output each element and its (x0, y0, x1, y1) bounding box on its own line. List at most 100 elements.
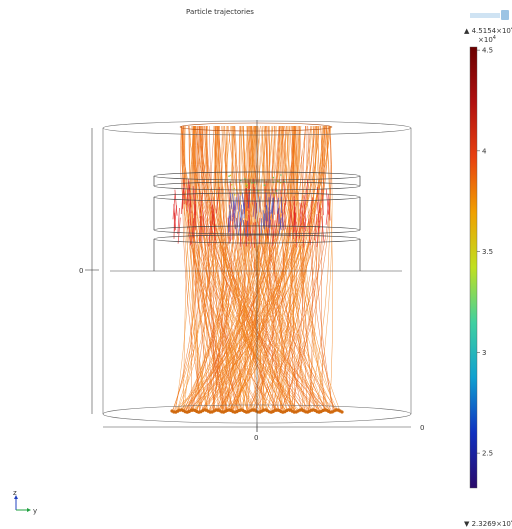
trajectory-strand-hot (177, 207, 180, 235)
trajectory-strand-hot (295, 221, 298, 248)
trajectory-strand-core (252, 200, 256, 217)
trajectory-speck (231, 184, 233, 186)
trajectory-strand-hot (264, 181, 267, 208)
trajectory-strand-core (228, 216, 230, 233)
trajectory-strand (171, 125, 224, 413)
trajectory-strand (251, 125, 333, 413)
trajectory-strand (262, 125, 288, 413)
trajectory-strand-hot (321, 216, 325, 243)
trajectory-speck (244, 178, 246, 180)
colorbar-legend: ▲ 4.5154×104 ×104 4.5 4 3.5 3 2.5 ▼ 2.3269×1… (464, 26, 512, 528)
trajectory-strand (257, 125, 327, 413)
trajectory-strand-hot (325, 198, 330, 225)
trajectory-strand-hot (252, 178, 254, 205)
trajectory-strand (252, 125, 332, 413)
trajectory-strand-hot (246, 178, 250, 205)
trajectory-strand-hot (288, 211, 292, 238)
trajectory-speck (275, 190, 278, 192)
trajectory-strand-hot (283, 203, 286, 230)
trajectory-strand (198, 125, 226, 413)
trajectory-strand (194, 125, 273, 413)
trajectory-strand (265, 125, 317, 413)
trajectory-strand-hot (181, 182, 185, 209)
trajectory-strand (195, 125, 305, 413)
trajectory-strand (315, 125, 333, 413)
trajectory-strand-hot (188, 219, 191, 246)
trajectory-strand-core (242, 192, 245, 209)
3d-view[interactable]: 0 0 0 (0, 0, 448, 529)
trajectory-speck (280, 174, 282, 176)
trajectory-strand-hot (321, 189, 324, 216)
trajectory-speck (245, 184, 248, 187)
trajectory-strand (292, 125, 304, 413)
trajectory-strand (172, 125, 324, 413)
trajectory-strand-core (237, 211, 239, 228)
trajectory-strand (181, 125, 207, 413)
trajectory-strand (282, 125, 296, 413)
colorbar-tick-label: 3.5 (482, 248, 493, 256)
colorbar-gradient (469, 46, 478, 489)
trajectory-strand (292, 125, 300, 413)
trajectory-strand (241, 125, 313, 413)
trajectory-strand (219, 125, 255, 413)
trajectory-speck (253, 182, 256, 184)
trajectory-strand-core (281, 214, 285, 231)
trajectory-strand (185, 125, 328, 413)
trajectory-strand-core (254, 202, 257, 220)
trajectory-speck (251, 182, 253, 184)
trajectory-speck (245, 183, 247, 185)
trajectory-strand-core (272, 197, 275, 214)
trajectory-speck (246, 186, 248, 189)
trajectory-strand (184, 125, 237, 413)
trajectory-strand-hot (188, 199, 192, 226)
trajectory-strand (283, 125, 312, 413)
trajectory-strand (202, 125, 328, 413)
axis-orientation-triad: z y (13, 490, 37, 515)
y-axis-zero-label: 0 (254, 434, 258, 442)
trajectory-speck (249, 180, 251, 182)
trajectory-strand (293, 125, 327, 413)
trajectory-strand (191, 125, 233, 413)
trajectory-strand (183, 125, 254, 413)
colorbar-max-label: ▲ 4.5154×104 (464, 26, 512, 35)
trajectory-speck (277, 180, 279, 182)
trajectory-strand-hot (308, 218, 311, 245)
trajectory-strand (182, 125, 284, 413)
trajectory-speck (246, 184, 249, 186)
release-point (340, 410, 344, 414)
colorbar-tick-label: 4.5 (482, 47, 493, 55)
trajectory-strand (231, 125, 296, 413)
trajectory-strand-hot (301, 203, 305, 230)
trajectory-speck (257, 190, 260, 192)
trajectory-strand (270, 125, 297, 413)
trajectory-strand (243, 125, 325, 413)
trajectory-strand-core (268, 193, 272, 210)
trajectory-strand-hot (172, 193, 176, 220)
trajectory-strand (273, 125, 324, 413)
trajectory-strand-core (238, 195, 241, 212)
x-axis-zero-label: 0 (420, 424, 424, 432)
trajectory-strand-hot (202, 209, 206, 237)
trajectory-speck (273, 193, 276, 196)
colorbar-tick-label: 3 (482, 349, 486, 357)
trajectory-strand (229, 125, 271, 413)
trajectory-strand (200, 125, 320, 413)
trajectory-strand (306, 125, 335, 413)
trajectory-strand (181, 125, 244, 413)
colorbar-min-label: ▼ 2.3269×104 (464, 519, 512, 528)
trajectory-strand-core (262, 210, 265, 227)
trajectory-strand-hot (272, 215, 274, 242)
bundle-top-outline (179, 122, 333, 132)
trajectory-strand (213, 125, 217, 413)
trajectory-strand (194, 125, 297, 413)
trajectory-strand-hot (246, 184, 248, 212)
trajectory-strand (224, 125, 277, 413)
trajectory-strand (214, 125, 269, 413)
trajectory-speck (264, 184, 266, 186)
trajectory-strand (186, 125, 275, 413)
trajectory-strand-core (270, 197, 274, 214)
colorbar-tick-label: 4 (482, 147, 487, 155)
trajectory-strand-hot (191, 218, 194, 245)
trajectory-strand-core (277, 197, 279, 214)
trajectory-strand-core (266, 205, 269, 222)
